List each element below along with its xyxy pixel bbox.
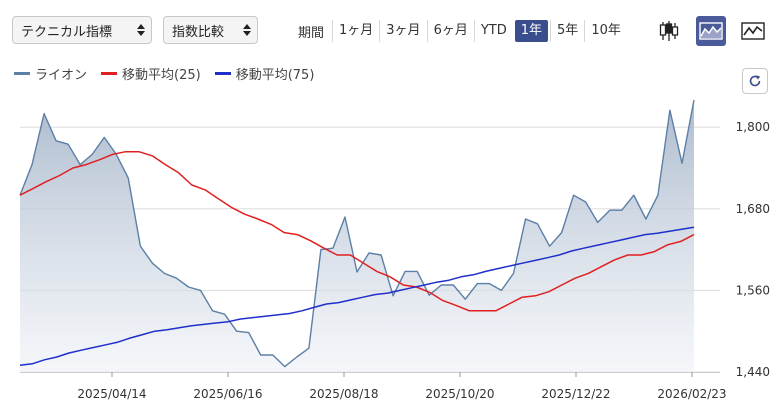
candlestick-icon [659,21,679,41]
period-label: 期間 [298,26,325,41]
price-series-line [19,99,695,368]
legend-item-price[interactable]: ライオン [14,64,87,83]
price-area-fill [20,100,694,372]
legend-item-ma25[interactable]: 移動平均(25) [101,64,201,83]
x-tick-label: 2025/04/14 [77,387,146,401]
x-tick-label: 2025/12/22 [541,387,610,401]
period-button-6[interactable]: 10年 [584,20,627,42]
chart-legend: ライオン 移動平均(25) 移動平均(75) [14,64,328,83]
technical-indicator-select[interactable]: テクニカル指標 [12,16,152,44]
period-button-1[interactable]: 3ヶ月 [379,20,426,42]
legend-swatch-ma75 [214,72,231,75]
period-button-5[interactable]: 5年 [550,20,584,42]
select-arrows-icon [243,24,251,36]
select-arrows-icon [137,24,145,36]
period-button-0[interactable]: 1ヶ月 [332,20,379,42]
x-tick-label: 2025/08/18 [309,387,378,401]
ma75-series-line [19,226,695,366]
technical-indicator-select-label: テクニカル指標 [21,24,113,40]
line-chart-icon [741,22,765,40]
legend-item-ma75[interactable]: 移動平均(75) [214,64,315,83]
refresh-icon [749,75,761,87]
legend-swatch-price [14,72,30,75]
area-chart-button[interactable] [696,16,726,46]
legend-swatch-ma25 [101,72,118,75]
line-chart-button[interactable] [738,16,768,46]
legend-label-ma25: 移動平均(25) [122,68,201,83]
y-tick-label: 1,560 [736,283,770,297]
x-tick-label: 2025/06/16 [193,387,262,401]
period-button-4[interactable]: 1年 [514,20,549,42]
index-compare-select[interactable]: 指数比較 [163,16,258,44]
index-compare-select-label: 指数比較 [172,24,225,40]
legend-label-ma75: 移動平均(75) [235,68,315,83]
y-tick-label: 1,680 [736,202,770,216]
period-button-2[interactable]: 6ヶ月 [426,20,474,42]
period-button-3[interactable]: YTD [473,20,513,42]
period-selector: 1ヶ月 3ヶ月 6ヶ月 YTD 1年 5年 10年 [332,20,627,42]
legend-label-price: ライオン [35,68,88,83]
ma25-series-line [19,150,695,312]
y-tick-label: 1,800 [736,120,770,134]
x-tick-label: 2025/10/20 [425,387,494,401]
candlestick-chart-button[interactable] [654,16,684,46]
refresh-button[interactable] [742,68,768,94]
x-tick-label: 2026/02/23 [657,387,726,401]
area-chart-icon [699,22,723,40]
y-tick-label: 1,440 [736,365,770,379]
